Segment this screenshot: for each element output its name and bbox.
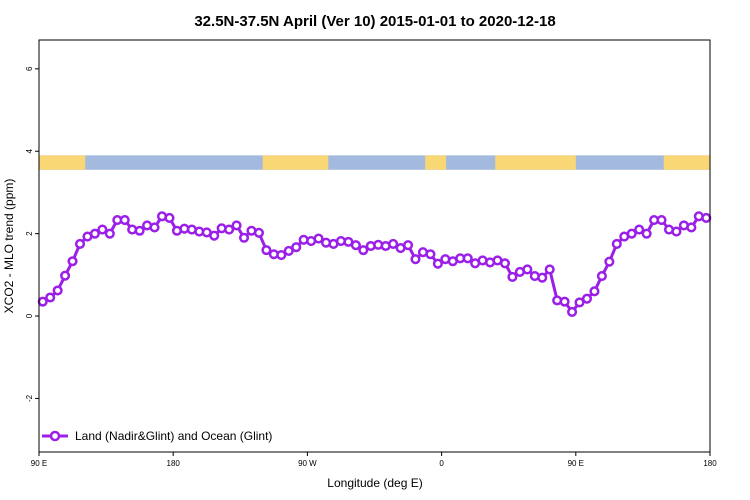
- x-tick-label: 0: [439, 459, 444, 468]
- y-tick-label: 0: [25, 313, 34, 318]
- x-tick-label: 180: [167, 459, 181, 468]
- land-ocean-strip: [39, 155, 710, 170]
- data-point: [388, 238, 399, 249]
- data-point: [522, 264, 533, 275]
- data-point: [238, 232, 250, 243]
- y-tick-label: -2: [25, 394, 34, 402]
- data-point: [589, 286, 600, 297]
- x-tick-label: 90 W: [298, 459, 317, 468]
- data-point: [97, 224, 108, 235]
- x-tick-label: 90 E: [568, 459, 584, 468]
- data-point: [52, 285, 63, 296]
- data-point: [291, 242, 302, 253]
- land-segment-2: [425, 155, 447, 170]
- data-point: [119, 214, 130, 226]
- plot-frame: [38, 39, 711, 453]
- data-point: [74, 238, 86, 249]
- y-tick-label: 2: [25, 231, 34, 236]
- data-point: [276, 250, 287, 261]
- y-tick-label: 4: [25, 148, 34, 153]
- data-point: [104, 228, 115, 239]
- data-point: [432, 258, 443, 269]
- land-segment-4: [663, 155, 710, 170]
- land-segment-0: [39, 155, 86, 170]
- x-axis-label: Longitude (deg E): [327, 476, 422, 490]
- chart-title: 32.5N-37.5N April (Ver 10) 2015-01-01 to…: [194, 13, 555, 30]
- data-point: [581, 293, 593, 304]
- data-point: [537, 272, 548, 283]
- data-point: [671, 226, 682, 237]
- data-point: [350, 240, 361, 251]
- data-point: [134, 225, 145, 236]
- data-point: [641, 228, 652, 239]
- x-tick-label: 90 E: [31, 459, 47, 468]
- data-point: [60, 270, 71, 281]
- ocean-band: [39, 155, 710, 170]
- data-point: [425, 249, 436, 260]
- y-axis-label: XCO2 - MLO trend (ppm): [2, 179, 16, 314]
- land-segment-3: [495, 155, 576, 170]
- data-point: [686, 222, 697, 233]
- land-segment-1: [262, 155, 329, 170]
- data-point: [567, 306, 578, 317]
- data-point: [358, 245, 369, 256]
- data-point: [634, 224, 645, 235]
- series-layer: [37, 211, 712, 317]
- data-point: [410, 254, 421, 265]
- legend: Land (Nadir&Glint) and Ocean (Glint): [42, 429, 272, 443]
- data-point: [149, 222, 160, 233]
- data-point: [462, 253, 473, 264]
- legend-label: Land (Nadir&Glint) and Ocean (Glint): [75, 429, 272, 443]
- data-point: [313, 233, 324, 244]
- data-point: [253, 227, 264, 238]
- data-point: [261, 245, 272, 256]
- data-point: [164, 212, 175, 224]
- data-point: [89, 228, 100, 239]
- y-axis: -2 0 2 4 6: [25, 66, 39, 402]
- x-tick-label: 180: [703, 459, 717, 468]
- data-point: [209, 230, 220, 241]
- data-point: [499, 258, 511, 269]
- legend-marker: [49, 430, 61, 442]
- data-point: [45, 292, 56, 303]
- data-point: [559, 296, 570, 307]
- data-point: [403, 240, 414, 251]
- data-point: [544, 264, 555, 275]
- data-point: [507, 271, 518, 282]
- data-point: [224, 224, 235, 235]
- data-point: [611, 238, 622, 249]
- data-point: [231, 220, 242, 231]
- data-point: [67, 256, 78, 267]
- data-point: [626, 228, 637, 239]
- y-tick-label: 6: [25, 66, 34, 71]
- data-point: [604, 256, 615, 267]
- data-point: [596, 271, 607, 282]
- x-axis: 90 E 180 90 W 0 90 E 180: [31, 452, 717, 468]
- data-point: [701, 212, 712, 224]
- data-point: [656, 214, 667, 226]
- data-point: [283, 245, 294, 256]
- data-point: [574, 297, 585, 308]
